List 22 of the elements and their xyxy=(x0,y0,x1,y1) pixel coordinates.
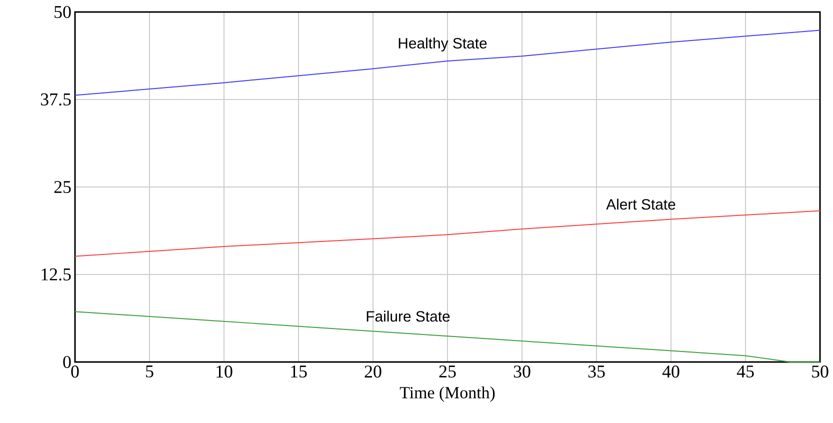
y-tick-label: 12.5 xyxy=(42,268,71,281)
series-label: Healthy State xyxy=(398,38,487,52)
series-label: Alert State xyxy=(606,198,676,210)
y-tick-label: 25 xyxy=(54,180,71,194)
x-tick-label: 15 xyxy=(291,366,307,378)
x-tick-label: 10 xyxy=(216,366,232,378)
x-tick-label: 0 xyxy=(71,366,79,378)
x-tick-label: 25 xyxy=(439,366,456,378)
y-tick-label: 0 xyxy=(63,356,71,368)
x-tick-label: 50 xyxy=(812,366,828,378)
y-tick-label: 37.5 xyxy=(40,93,71,106)
x-tick-label: 40 xyxy=(662,366,680,378)
line-series xyxy=(74,210,821,257)
x-tick-label: 35 xyxy=(588,366,605,378)
x-axis-title: Time (Month) xyxy=(400,386,495,402)
y-tick-label: 50 xyxy=(54,6,71,18)
x-tick-label: 5 xyxy=(146,366,154,378)
line-series xyxy=(74,30,821,96)
series-label: Failure State xyxy=(366,310,450,322)
x-tick-label: 30 xyxy=(514,366,530,378)
x-tick-label: 45 xyxy=(736,366,754,378)
x-tick-label: 20 xyxy=(364,366,382,378)
